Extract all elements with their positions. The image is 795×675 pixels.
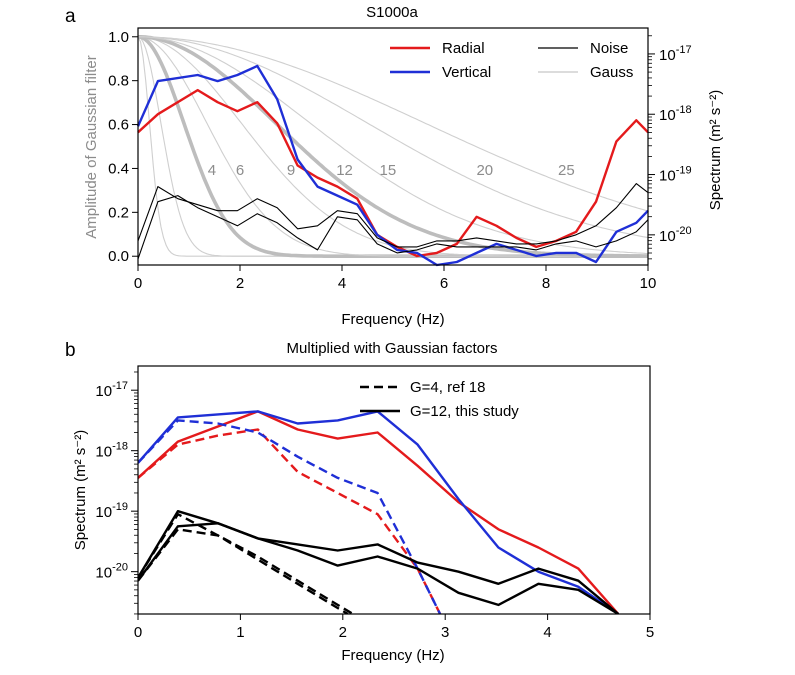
y-tick-label--17: 10-17 [95, 380, 128, 400]
panel-b-series [138, 410, 620, 614]
y-left-tick-label-0.4: 0.4 [108, 160, 129, 177]
x-tick-label-0: 0 [134, 624, 142, 641]
x-tick-label-5: 5 [646, 624, 654, 641]
y-left-tick-label-0.8: 0.8 [108, 73, 129, 90]
gauss-curve-g15 [138, 36, 649, 255]
panel-b-frame [137, 365, 651, 615]
legend-label-gauss: Gauss [590, 64, 633, 81]
x-tick-label-3: 3 [441, 624, 449, 641]
panel-a-y-left-ticks: 0.0 0.2 0.4 0.6 0.8 1.0 [108, 29, 138, 265]
gauss-label-25: 25 [558, 162, 575, 179]
series-radial-g-12 [138, 410, 620, 614]
gauss-curve-g20 [138, 36, 649, 239]
y-tick-label--18: 10-18 [95, 441, 128, 461]
y-left-tick-label-0.2: 0.2 [108, 204, 129, 221]
legend-label-dashed: G=4, ref 18 [410, 379, 485, 396]
panel-a-x-axis-label: Frequency (Hz) [341, 311, 444, 328]
gauss-label-12: 12 [336, 162, 353, 179]
gauss-label-9: 9 [287, 162, 295, 179]
legend-label-solid: G=12, this study [410, 403, 519, 420]
panel-a-x-ticks: 0 2 4 6 8 10 [134, 265, 657, 292]
series-vertical-g-12 [138, 410, 619, 614]
panel-b-y-axis-label: Spectrum (m² s⁻²) [72, 430, 89, 550]
series-noise-vertical [137, 195, 649, 260]
panel-a-series [136, 64, 649, 267]
x-tick-label-0: 0 [134, 275, 142, 292]
gauss-annotations: 4 6 9 12 15 20 25 [208, 162, 575, 179]
panel-a: a S1000a 4 6 9 12 15 20 25 0 2 4 6 8 10 0.00.20.40.… [65, 4, 724, 328]
series-vertical-g-4 [138, 419, 442, 614]
y-tick-label--20: 10-20 [95, 562, 128, 582]
legend-label-radial: Radial [442, 40, 485, 57]
x-tick-label-4: 4 [543, 624, 551, 641]
series-noise-radial [137, 183, 649, 248]
gauss-label-6: 6 [236, 162, 244, 179]
gauss-curve-g25 [138, 36, 649, 212]
panel-b-x-axis-label: Frequency (Hz) [341, 647, 444, 664]
gauss-label-15: 15 [380, 162, 397, 179]
legend-label-noise: Noise [590, 40, 628, 57]
series-radial-g-4 [138, 428, 442, 614]
x-tick-label-2: 2 [236, 275, 244, 292]
gauss-label-4: 4 [208, 162, 216, 179]
panel-b-x-ticks: 0 1 2 3 4 5 [134, 614, 654, 641]
x-tick-label-1: 1 [236, 624, 244, 641]
panel-a-title: S1000a [366, 4, 418, 21]
panel-a-y-right-axis-label: Spectrum (m² s⁻²) [707, 90, 724, 210]
y-right-tick-label--20: 10-20 [659, 225, 692, 245]
panel-a-letter: a [65, 6, 76, 27]
panel-b-legend: G=4, ref 18 G=12, this study [360, 379, 519, 420]
panel-b-y-ticks: 10-20 10-19 10-18 10-17 [95, 371, 138, 615]
x-tick-label-4: 4 [338, 275, 346, 292]
panel-b-letter: b [65, 340, 76, 361]
series-noise-vertical-g-4 [138, 528, 349, 614]
gauss-curve-g12 [138, 35, 648, 258]
gauss-label-20: 20 [476, 162, 493, 179]
y-right-tick-label--17: 10-17 [659, 44, 692, 64]
gauss-curves [137, 35, 649, 258]
series-noise-radial-g-12 [138, 510, 620, 614]
legend-label-vertical: Vertical [442, 64, 491, 81]
series-noise-vertical-g-12 [138, 522, 619, 614]
x-tick-label-6: 6 [440, 275, 448, 292]
x-tick-label-10: 10 [640, 275, 657, 292]
panel-a-y-right-ticks: 10-20 10-19 10-18 10-17 [648, 35, 692, 260]
series-noise-radial-g-4 [138, 513, 354, 614]
panel-b-title: Multiplied with Gaussian factors [287, 340, 498, 357]
x-tick-label-8: 8 [542, 275, 550, 292]
y-right-tick-label--18: 10-18 [659, 104, 692, 124]
x-tick-label-2: 2 [339, 624, 347, 641]
panel-a-frame [137, 27, 649, 266]
y-left-tick-label-0: 0.0 [108, 248, 129, 265]
y-left-tick-label-1: 1.0 [108, 29, 129, 46]
y-tick-label--19: 10-19 [95, 501, 128, 521]
panel-a-legend: Radial Vertical Noise Gauss [390, 40, 633, 81]
y-right-tick-label--19: 10-19 [659, 165, 692, 185]
panel-a-y-left-axis-label: Amplitude of Gaussian filter [83, 55, 100, 238]
y-left-tick-label-0.6: 0.6 [108, 117, 129, 134]
panel-b: b Multiplied with Gaussian factors 0 1 2 3 4… [65, 340, 654, 664]
